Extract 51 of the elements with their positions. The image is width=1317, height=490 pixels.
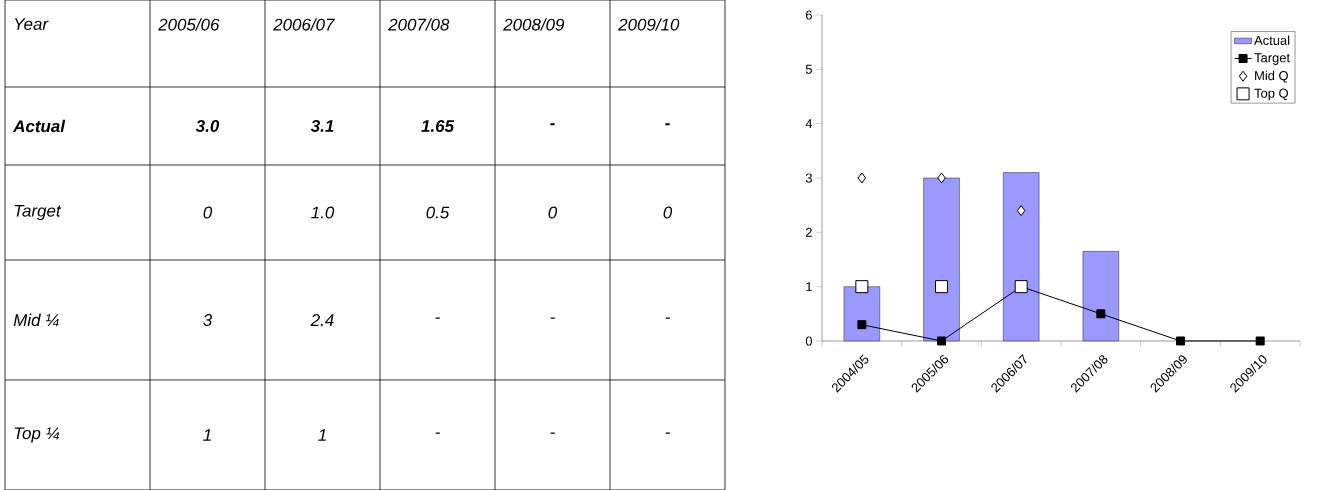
text: -: [665, 317, 670, 319]
y-tick-label: 3: [805, 173, 812, 183]
point: [1255, 336, 1265, 346]
text: 0: [203, 206, 213, 219]
legend-label: Target: [1254, 53, 1290, 65]
y-tick-label: 0: [805, 336, 812, 346]
y-tick-label: 5: [805, 64, 812, 74]
text: 0.5: [426, 206, 450, 219]
y-tick-label: 1: [806, 282, 812, 292]
point: [935, 280, 949, 294]
point: [937, 336, 947, 346]
category-label: 2009/10: [618, 18, 680, 31]
legend-label: Mid Q: [1255, 70, 1288, 83]
point: [1176, 336, 1186, 346]
text: -: [550, 317, 555, 319]
point: [855, 280, 869, 294]
text: 3.1: [310, 119, 334, 132]
point: [937, 172, 946, 184]
text: 0: [663, 206, 673, 219]
category-label: 2008/09: [503, 18, 565, 31]
text: 1: [203, 429, 211, 441]
legend-label: Actual: [1254, 35, 1290, 45]
text: 1.65: [421, 119, 455, 132]
text: -: [550, 123, 555, 126]
text: 3.0: [195, 119, 220, 132]
category-label: 2005/06: [158, 18, 220, 31]
text: 0: [548, 206, 558, 219]
text: 3: [203, 313, 213, 326]
text: -: [665, 432, 670, 434]
text: -: [665, 123, 670, 126]
text: 1.0: [311, 206, 335, 219]
y-tick-label: 2: [805, 227, 812, 237]
category-label: 2006/07: [273, 18, 335, 31]
text: 1: [318, 429, 326, 441]
text: Mid ¼: [13, 313, 59, 327]
point: [1016, 205, 1026, 217]
category-label: 2007/08: [388, 18, 450, 31]
text: 2.4: [310, 314, 334, 326]
text: Target: [14, 204, 62, 221]
y-tick-label: 6: [805, 10, 812, 20]
text: Top ¼: [14, 427, 60, 443]
legend-label: Top Q: [1254, 88, 1288, 101]
text: Actual: [12, 119, 66, 133]
point: [1096, 309, 1106, 319]
text: -: [435, 317, 440, 319]
text: -: [550, 432, 555, 434]
category-label: Year: [14, 18, 49, 31]
y-tick-label: 4: [805, 119, 813, 129]
text: -: [435, 432, 440, 434]
point: [857, 320, 867, 330]
point: [857, 172, 867, 184]
